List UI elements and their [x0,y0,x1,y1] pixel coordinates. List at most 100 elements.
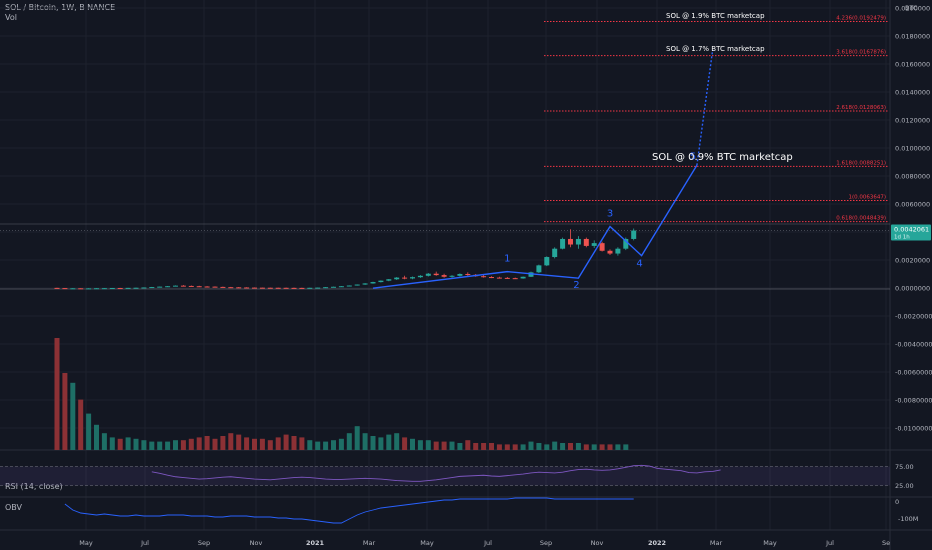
candle-body [465,273,471,275]
candle-body [481,276,487,278]
annotation-sol-0-9: SOL @ 0.9% BTC marketcap [652,152,793,163]
volume-bar [410,438,415,450]
volume-bar [433,441,439,450]
volume-bar [575,443,581,450]
candle-body [275,287,281,289]
candle-body [220,286,226,288]
candle-body [599,243,605,251]
volume-bar [552,441,558,450]
volume-bar [457,443,463,450]
obv-label: OBV [5,503,23,512]
candle-body [149,287,155,289]
time-tick-label: May [420,539,434,547]
countdown-label: 1d 1h [894,235,910,241]
candle-body [631,230,637,239]
volume-bar [441,441,447,450]
candle-body [125,287,131,289]
volume-bar [473,443,479,450]
volume-bar [125,437,131,450]
candle-body [157,286,163,288]
time-tick-label: Jul [140,539,149,547]
volume-bar [425,440,431,450]
candle-body [173,285,178,287]
volume-bar [489,443,494,450]
candle-body [489,277,494,279]
candle-body [607,250,613,254]
candle-body [346,285,352,287]
candle-body [433,273,439,276]
volume-bar [370,436,376,450]
volume-bar [496,444,502,450]
candle-body [54,287,60,289]
volume-bar [315,441,321,450]
time-tick-label: 2022 [648,539,666,547]
candle-body [259,287,265,289]
volume-bar [86,413,92,450]
fib-level-label: 4.236(0.0192479) [836,15,886,21]
candle-body [62,288,68,290]
volume-bar [244,437,250,450]
candle-body [378,280,384,283]
volume-bar [94,424,99,450]
volume-bar [78,399,84,450]
volume-bar [173,440,178,450]
candle-body [417,275,423,278]
candle-body [615,248,621,254]
volume-bar [528,441,534,450]
candle-body [441,275,447,277]
time-tick-label: Mar [363,539,376,547]
volume-bar [338,438,344,450]
candle-body [252,287,257,289]
obv-tick-label: -100M [898,515,918,523]
candle-body [101,288,107,290]
price-tick-label: 0.0100000 [895,145,930,153]
candle-body [425,273,431,276]
volume-bar [204,436,210,450]
wave-label-2: 2 [573,280,579,291]
candle-body [362,283,368,285]
candle-body [299,287,305,289]
volume-bar [267,440,273,450]
candle-body [457,273,463,276]
time-tick-label: Mar [710,539,723,547]
price-tick-label: 0.0060000 [895,201,930,209]
candle-body [94,288,99,290]
candle-body [141,287,147,289]
fib-level-label: 1.618(0.0088251) [836,160,886,166]
candle-body [165,286,171,288]
volume-bar [481,443,487,450]
volume-bar [402,437,408,450]
rsi-band [0,466,890,486]
volume-bar [62,373,68,450]
candle-body [204,286,210,288]
candle-body [133,287,139,289]
time-tick-label: Nov [250,539,263,547]
volume-bar [70,382,76,450]
volume-bar [212,438,218,450]
candle-body [228,287,234,289]
candle-body [236,287,242,289]
rsi-tick-label: 25.00 [895,482,914,490]
volume-bar [417,440,423,450]
volume-bar [196,437,202,450]
price-tick-label: 0.0080000 [895,173,930,181]
candle-body [180,285,186,287]
candle-body [402,277,408,279]
candle-body [386,279,392,281]
volume-bar [449,441,455,450]
price-tick-label: 0.0160000 [895,61,930,69]
rsi-line [151,464,721,482]
time-tick-label: Jul [825,539,834,547]
volume-bar [141,440,147,450]
price-tick-label: -0.0020000 [895,313,932,321]
obv-line [64,497,634,524]
time-tick-label: May [763,539,777,547]
volume-bar [109,437,115,450]
obv-tick-label: 0 [895,498,899,506]
candle-body [496,277,502,279]
fib-level-label: 0.618(0.0048439) [836,216,886,222]
volume-bar [299,437,305,450]
fib-level-label: 2.618(0.0128063) [836,105,886,111]
candle-body [354,284,360,286]
